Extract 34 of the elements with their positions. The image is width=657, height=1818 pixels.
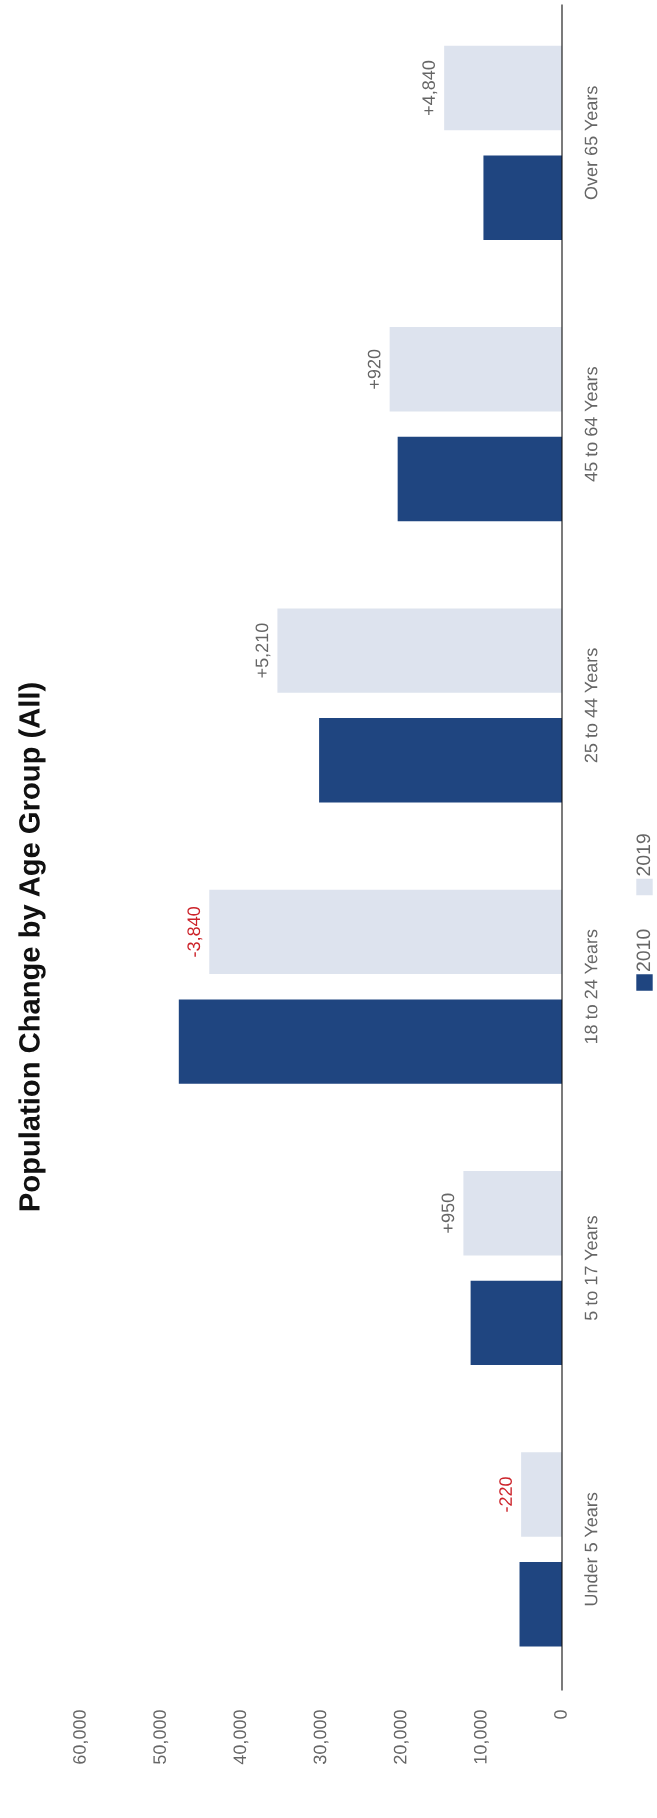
bar bbox=[519, 1562, 562, 1647]
bar bbox=[470, 1280, 562, 1366]
bar bbox=[444, 45, 562, 131]
y-tick-label: 5 to 17 Years bbox=[584, 1215, 598, 1321]
y-tick-label: 25 to 44 Years bbox=[584, 648, 598, 763]
annotation: -220 bbox=[499, 1477, 512, 1512]
y-tick-label: 18 to 24 Years bbox=[584, 929, 598, 1044]
x-tick-label: 20,000 bbox=[393, 1710, 409, 1764]
annotation: +920 bbox=[367, 349, 381, 389]
y-tick-label: 45 to 64 Years bbox=[584, 367, 598, 482]
annotation: -3,840 bbox=[187, 907, 203, 957]
bar bbox=[178, 999, 562, 1084]
text: Population Change by Age Group (All) bbox=[18, 683, 46, 1211]
x-tick-label: 30,000 bbox=[313, 1710, 329, 1764]
bar bbox=[277, 608, 562, 693]
bar bbox=[463, 1171, 562, 1256]
x-tick-label: 60,000 bbox=[73, 1710, 88, 1764]
bar bbox=[209, 889, 562, 975]
x-tick-label: 50,000 bbox=[153, 1710, 169, 1764]
bar bbox=[483, 155, 562, 240]
annotation: +4,840 bbox=[422, 60, 438, 115]
bar bbox=[397, 436, 562, 522]
text: 2010 bbox=[636, 929, 651, 972]
x-tick-label: 40,000 bbox=[233, 1710, 249, 1765]
x-tick-label: 0 bbox=[554, 1710, 567, 1719]
y-tick-label: Over 65 Years bbox=[584, 86, 598, 200]
y-tick-label: Under 5 Years bbox=[584, 1492, 598, 1606]
bar bbox=[389, 327, 562, 412]
annotation: +950 bbox=[441, 1193, 455, 1233]
text: 2019 bbox=[636, 834, 651, 876]
bar bbox=[521, 1452, 562, 1537]
bar bbox=[319, 718, 562, 803]
annotation: +5,210 bbox=[255, 623, 271, 678]
x-tick-label: 10,000 bbox=[473, 1710, 489, 1764]
